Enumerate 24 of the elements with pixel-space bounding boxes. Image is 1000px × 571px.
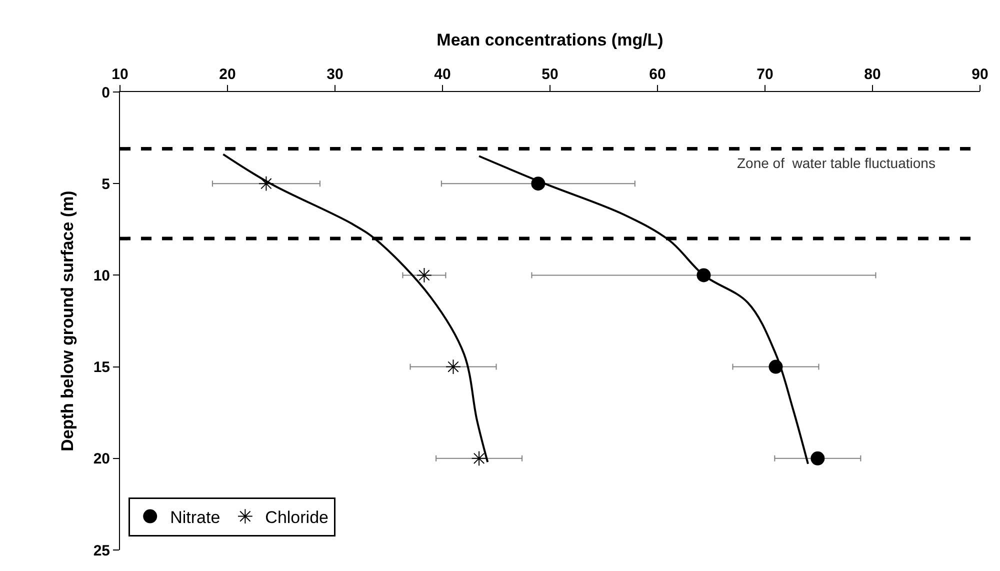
x-tick-label: 40: [434, 66, 451, 83]
point: [416, 268, 432, 283]
x-axis-title: Mean concentrations (mg/L): [436, 30, 664, 50]
point: [258, 176, 274, 192]
x-tick-label: 20: [219, 66, 236, 83]
x-tick-label: 60: [649, 66, 666, 83]
annotation: Zone of water table fluctuations: [737, 155, 936, 171]
point: [471, 450, 487, 466]
point: [446, 359, 461, 374]
x-tick-label: 30: [326, 66, 344, 83]
y-tick-label: 0: [102, 84, 110, 102]
x-tick-label: 50: [542, 66, 558, 83]
legend-label: Chloride: [265, 508, 328, 527]
y-tick-label: 20: [93, 450, 110, 468]
y-tick-label: 15: [93, 359, 110, 376]
y-tick-label: 5: [102, 176, 110, 193]
point: [810, 451, 825, 466]
y-axis-title: Depth below ground surface (m): [58, 190, 77, 452]
x-tick-label: 80: [864, 66, 881, 83]
y-tick-label: 25: [93, 542, 110, 560]
y-tick-label: 10: [93, 267, 110, 284]
x-tick-label: 70: [756, 66, 774, 83]
legend-label: Nitrate: [170, 508, 220, 527]
x-tick-label: 90: [972, 66, 988, 83]
